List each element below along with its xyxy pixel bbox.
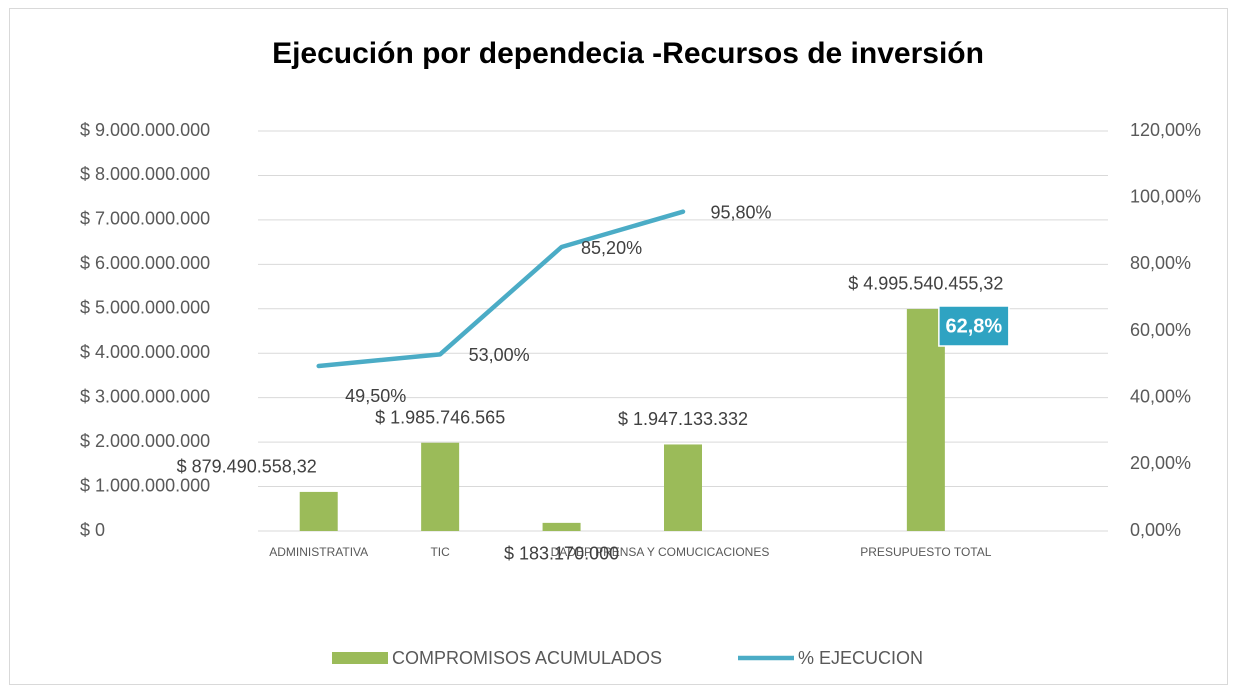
chart-title: Ejecución por dependecia -Recursos de in…: [272, 37, 984, 70]
data-label: 95,80%: [710, 202, 771, 222]
y-tick-label: $ 0: [80, 520, 105, 540]
data-label: $ 183.170.000: [504, 544, 619, 564]
y-tick-label: $ 5.000.000.000: [80, 298, 210, 318]
bar: [299, 491, 338, 531]
line: [316, 209, 686, 369]
data-label: 49,50%: [345, 386, 406, 406]
y-tick-label: $ 1.000.000.000: [80, 475, 210, 495]
y-tick-label: $ 2.000.000.000: [80, 431, 210, 451]
data-label: $ 1.947.133.332: [618, 409, 748, 429]
y2-tick-label: 80,00%: [1130, 253, 1191, 273]
data-label: 53,00%: [469, 345, 530, 365]
y2-tick-label: 60,00%: [1130, 320, 1191, 340]
annotation: 62,8%: [945, 315, 1002, 337]
bar: [542, 522, 581, 531]
legend-label: % EJECUCION: [798, 648, 923, 668]
legend-label: COMPROMISOS ACUMULADOS: [392, 648, 662, 668]
legend-swatch: [332, 652, 388, 664]
x-tick-label: ADMINISTRATIVA: [269, 545, 368, 559]
y-tick-label: $ 3.000.000.000: [80, 386, 210, 406]
y-tick-label: $ 4.000.000.000: [80, 342, 210, 362]
chart-frame: [9, 8, 1228, 685]
y-tick-label: $ 9.000.000.000: [80, 120, 210, 140]
y-tick-label: $ 8.000.000.000: [80, 164, 210, 184]
x-tick-label: PRESUPUESTO TOTAL: [860, 545, 991, 559]
y2-tick-label: 0,00%: [1130, 520, 1181, 540]
bar: [664, 444, 702, 531]
bar: [421, 442, 460, 531]
y2-tick-label: 20,00%: [1130, 453, 1191, 473]
y2-tick-label: 40,00%: [1130, 386, 1191, 406]
data-label: $ 879.490.558,32: [177, 457, 317, 477]
y-tick-label: $ 6.000.000.000: [80, 253, 210, 273]
data-label: $ 4.995.540.455,32: [848, 274, 1003, 294]
x-tick-label: TIC: [430, 545, 450, 559]
data-label: 85,20%: [581, 238, 642, 258]
y-tick-label: $ 7.000.000.000: [80, 209, 210, 229]
annotation-box: [938, 305, 1010, 347]
x-tick-label: DADEP PRENSA Y COMUCICACIONES: [551, 545, 770, 559]
data-label: $ 1.985.746.565: [375, 407, 505, 427]
y2-tick-label: 100,00%: [1130, 186, 1201, 206]
y2-tick-label: 120,00%: [1130, 120, 1201, 140]
